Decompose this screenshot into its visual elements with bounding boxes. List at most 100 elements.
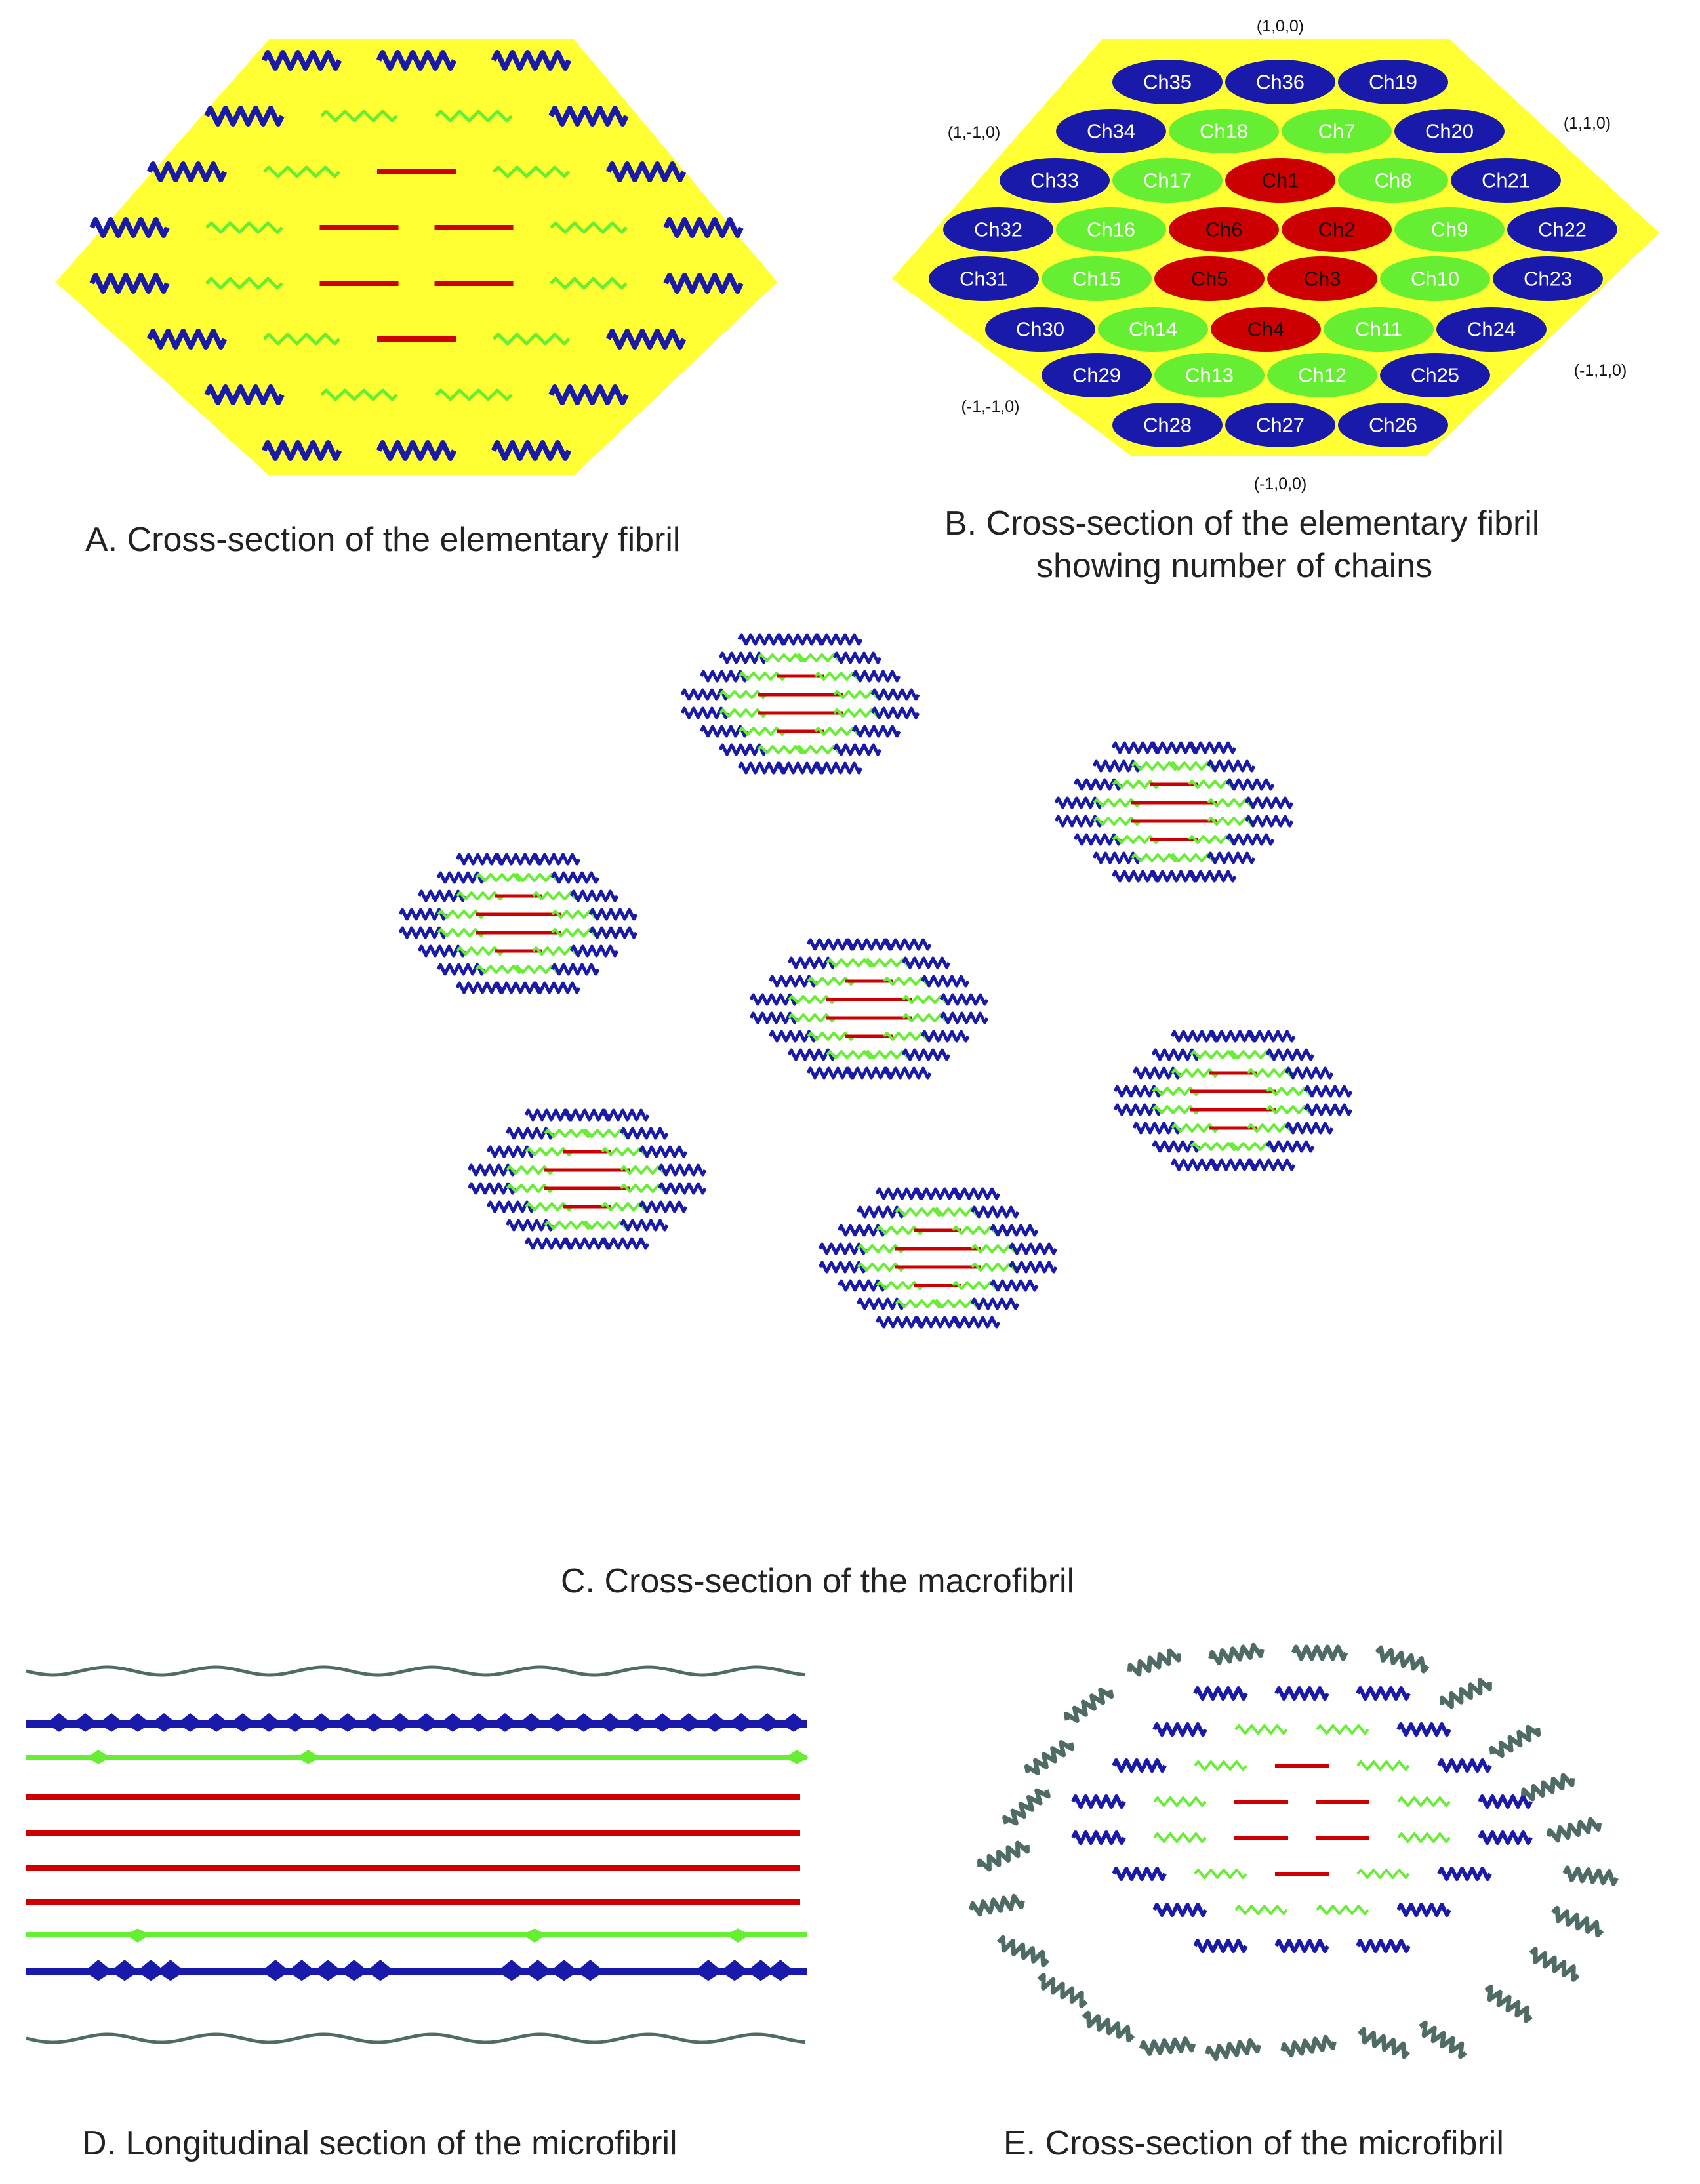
surface-chain [920, 975, 970, 988]
matrix-chain [1024, 1740, 1075, 1775]
surface-strand-bump [387, 1724, 413, 1732]
surface-strand-bump [314, 1960, 342, 1972]
surface-chain [1478, 1794, 1533, 1809]
middle-strand-bump [785, 1750, 809, 1758]
surface-chain [1265, 1140, 1315, 1153]
surface-chain [204, 106, 285, 127]
surface-chain-ellipse [943, 207, 1053, 252]
surface-chain [787, 956, 837, 969]
surface-strand-bump [728, 1724, 754, 1732]
middle-chain [262, 165, 341, 178]
surface-strand-bump [466, 1713, 492, 1724]
surface-chain [1152, 1903, 1207, 1917]
surface-chain [1244, 815, 1294, 828]
middle-chain [1397, 1832, 1451, 1843]
surface-chain [436, 871, 486, 884]
middle-strand-bump [296, 1758, 320, 1764]
middle-chain [1234, 1724, 1288, 1735]
surface-chain [1274, 1939, 1329, 1953]
surface-chain-ellipse [1112, 403, 1223, 447]
middle-chain [506, 1184, 554, 1193]
surface-chain [619, 1219, 669, 1232]
elementary-fibril [749, 938, 989, 1080]
interior-chain-ellipse [1169, 207, 1279, 252]
interior-chain-ellipse [1267, 256, 1377, 301]
chain-label: Ch18 [1200, 120, 1248, 143]
surface-chain [989, 1224, 1039, 1237]
surface-chain [663, 217, 744, 238]
middle-chain [1356, 1760, 1410, 1771]
middle-chain [1234, 1905, 1288, 1915]
surface-chain [920, 1030, 970, 1043]
matrix-chain [1127, 1648, 1182, 1677]
surface-strand-bump [766, 1960, 795, 1972]
surface-chain [787, 1048, 837, 1061]
surface-chain [1284, 1122, 1334, 1135]
surface-chain [1187, 870, 1237, 883]
surface-chain [1112, 1758, 1167, 1773]
chain-label: Ch31 [960, 268, 1008, 291]
surface-chain [970, 1297, 1020, 1310]
middle-chain [1153, 1832, 1207, 1843]
surface-strand-bump [151, 1713, 177, 1724]
chain-label: Ch21 [1482, 169, 1530, 192]
surface-chain [146, 329, 228, 350]
surface-chain [376, 440, 457, 461]
surface-chain [832, 743, 882, 756]
miller-index-bottom: (-1,0,0) [1254, 475, 1307, 493]
matrix-chain [1562, 1865, 1619, 1886]
surface-strand-bump [720, 1972, 749, 1981]
surface-chain [1284, 1066, 1334, 1080]
surface-chain [1008, 1261, 1058, 1274]
surface-strand-bump [136, 1972, 165, 1981]
chain-label: Ch32 [974, 218, 1022, 241]
chain-label: Ch36 [1256, 71, 1305, 94]
middle-chain [1152, 1105, 1200, 1114]
surface-strand-bump [177, 1724, 203, 1732]
surface-chain [989, 1279, 1039, 1292]
surface-strand-bump [576, 1972, 605, 1981]
surface-chain [1396, 1903, 1451, 1917]
chain-label: Ch17 [1143, 169, 1192, 192]
surface-chain-ellipse [1225, 60, 1335, 104]
matrix-chain [1357, 2027, 1411, 2059]
surface-strand-bump [287, 1960, 316, 1972]
surface-strand-bump [720, 1960, 749, 1972]
surface-strand-bump [518, 1724, 544, 1732]
chain-label: Ch8 [1375, 169, 1412, 192]
elementary-fibril [398, 853, 638, 994]
surface-chain [638, 1145, 688, 1158]
surface-strand-bump [649, 1713, 676, 1724]
surface-strand-bump [754, 1724, 780, 1732]
surface-chain-ellipse [1493, 256, 1603, 301]
middle-strand-bump [87, 1758, 110, 1764]
surface-chain [1151, 1048, 1201, 1061]
middle-chain-ellipse [1042, 256, 1152, 301]
surface-chain [699, 725, 749, 738]
chain-label: Ch15 [1072, 268, 1121, 291]
panel-b-chain-numbering: Ch35 Ch36 Ch19 Ch34 Ch18 Ch7 Ch20 Ch33 Ch17 Ch1 Ch… [892, 17, 1659, 493]
surface-chain [569, 944, 619, 958]
surface-strand-bump [492, 1724, 518, 1732]
surface-chain [1356, 1686, 1411, 1701]
surface-chain [749, 993, 799, 1006]
middle-chain [1397, 1796, 1451, 1807]
middle-chain [525, 1147, 573, 1156]
surface-strand-bump [361, 1713, 387, 1724]
middle-chain [1316, 1724, 1369, 1735]
surface-chain [1206, 759, 1256, 773]
surface-chain [605, 329, 687, 350]
middle-chain-ellipse [1282, 109, 1392, 153]
chain-label: Ch28 [1143, 414, 1192, 437]
surface-strand-bump [72, 1724, 98, 1732]
surface-chain [1356, 1939, 1411, 1953]
panel-e-caption: E. Cross-section of the microfibril [1003, 2124, 1504, 2162]
middle-chain-ellipse [1169, 109, 1279, 153]
surface-chain-ellipse [1380, 353, 1490, 397]
surface-strand-bump [623, 1713, 649, 1724]
middle-chain [857, 1244, 905, 1253]
surface-strand-bump [110, 1972, 139, 1981]
surface-chain [951, 1316, 1001, 1329]
surface-chain [1054, 815, 1104, 828]
